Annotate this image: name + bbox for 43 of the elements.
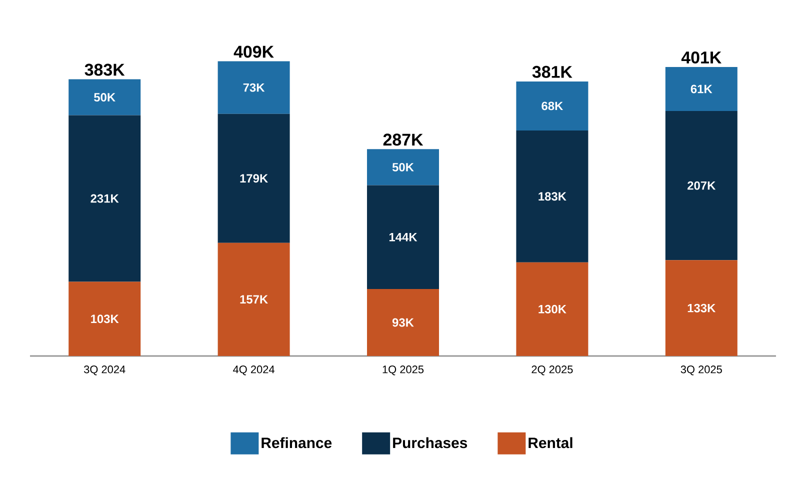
data-label: 231K [90, 194, 119, 203]
bar [665, 260, 738, 356]
data-label: 73K [243, 83, 265, 92]
total-label: 287K [383, 134, 424, 146]
x-tick-label: 3Q 2024 [84, 366, 126, 376]
bar [516, 81, 588, 130]
bar [68, 79, 141, 116]
x-tick-label: 4Q 2024 [233, 366, 274, 376]
x-tick-label: 1Q 2025 [382, 366, 424, 376]
bar [367, 149, 440, 186]
data-label: 130K [538, 304, 566, 314]
x-tick-label: 2Q 2025 [532, 366, 573, 376]
bar [367, 185, 440, 289]
legend-label: Rental [528, 437, 572, 448]
data-label: 207K [688, 181, 716, 190]
bar [367, 288, 440, 356]
data-label: 103K [91, 314, 119, 324]
data-label: 50K [392, 162, 414, 172]
bar [516, 130, 588, 262]
total-label: 381K [532, 66, 572, 78]
bar [218, 61, 290, 114]
total-label: 409K [234, 46, 274, 58]
bar [68, 115, 141, 282]
data-label: 144K [389, 232, 418, 242]
bar [218, 242, 290, 356]
data-label: 93K [392, 318, 414, 327]
data-label: 179K [240, 174, 268, 183]
bar [665, 67, 738, 111]
data-label: 133K [688, 304, 716, 312]
bar [218, 114, 290, 243]
bar [665, 110, 738, 260]
legend-label: Refinance [262, 437, 332, 448]
total-label: 401K [681, 52, 722, 64]
x-tick-label: 3Q 2025 [680, 366, 722, 376]
legend-label: Purchases [393, 437, 468, 448]
data-label: 68K [542, 102, 564, 110]
data-label: 183K [538, 192, 566, 201]
data-label: 50K [94, 93, 116, 102]
bar [68, 282, 141, 356]
data-label: 61K [690, 84, 712, 94]
total-label: 383K [84, 64, 125, 76]
data-label: 157K [240, 295, 268, 304]
bar [516, 262, 588, 356]
